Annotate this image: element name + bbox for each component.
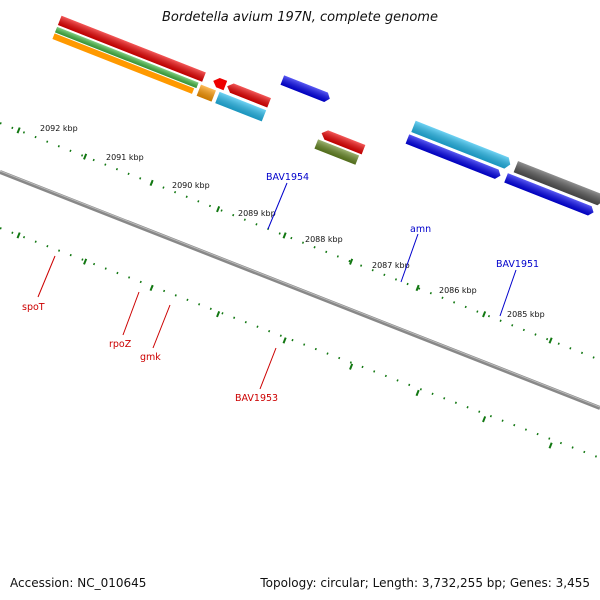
- gene-block: [52, 33, 195, 94]
- major-tick: [415, 284, 420, 292]
- gene-label-rpoZ: rpoZ: [109, 339, 132, 350]
- gene-label-spoT: spoT: [22, 302, 45, 313]
- genome-summary-text: Topology: circular; Length: 3,732,255 bp…: [260, 576, 590, 590]
- tick-label: 2091 kbp: [106, 153, 144, 162]
- tick-label: 2088 kbp: [305, 235, 343, 244]
- accession-text: Accession: NC_010645: [10, 576, 147, 590]
- genome-backbone: [0, 170, 600, 410]
- major-tick: [216, 310, 221, 318]
- major-tick: [548, 337, 553, 344]
- gene-label-amn: amn: [410, 224, 431, 235]
- major-tick: [16, 127, 21, 134]
- tick-label: 2090 kbp: [172, 181, 210, 190]
- major-tick: [482, 416, 487, 423]
- gene-arrow: [213, 77, 228, 91]
- major-tick: [149, 179, 154, 187]
- major-tick: [548, 442, 553, 449]
- major-tick: [415, 389, 420, 397]
- tick-label: 2087 kbp: [372, 261, 410, 270]
- major-tick: [349, 363, 354, 370]
- gene-label-BAV1954: BAV1954: [266, 172, 309, 183]
- tick-labels: 2092 kbp 2091 kbp 2090 kbp 2089 kbp 2088…: [40, 124, 545, 319]
- map-title: Bordetella avium 197N, complete genome: [162, 10, 438, 25]
- leader-lines: [37, 182, 517, 390]
- major-tick: [83, 153, 88, 160]
- major-tick: [149, 284, 154, 292]
- major-tick: [482, 311, 487, 318]
- gene-label-BAV1953: BAV1953: [235, 393, 278, 404]
- tick-label: 2085 kbp: [507, 310, 545, 319]
- major-tick: [282, 232, 287, 239]
- major-tick: [349, 258, 354, 265]
- gene-label-gmk: gmk: [140, 352, 161, 363]
- major-ticks: [16, 127, 553, 449]
- major-tick: [282, 337, 287, 344]
- major-tick: [216, 205, 221, 213]
- major-tick: [16, 232, 21, 239]
- outer-tick-ring: [0, 122, 600, 361]
- tick-label: 2089 kbp: [238, 209, 276, 218]
- tick-label: 2092 kbp: [40, 124, 78, 133]
- feature-tracks: [52, 15, 600, 216]
- tick-label: 2086 kbp: [439, 286, 477, 295]
- gene-label-BAV1951: BAV1951: [496, 259, 539, 270]
- major-tick: [83, 258, 88, 265]
